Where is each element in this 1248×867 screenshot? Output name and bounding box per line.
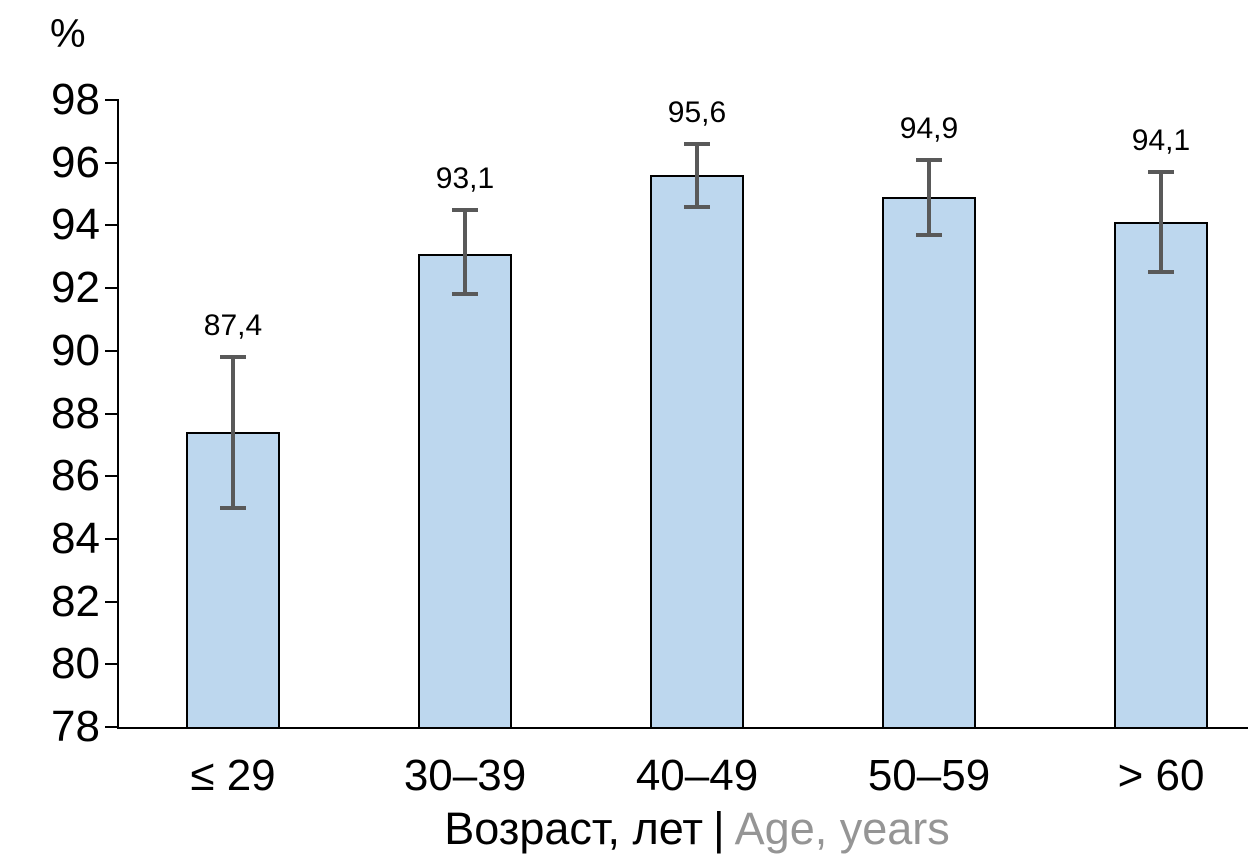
y-tick-mark: [105, 663, 118, 666]
error-bar-stem: [1159, 172, 1163, 273]
error-bar-cap-bottom: [916, 232, 942, 237]
bar: [418, 253, 512, 729]
value-label: 93,1: [435, 161, 495, 195]
bar: [882, 197, 976, 729]
y-tick-mark: [105, 287, 118, 290]
x-axis-title-ru: Возраст, лет: [444, 803, 703, 854]
y-tick-label: 80: [51, 639, 100, 689]
error-bar-cap-bottom: [684, 204, 710, 209]
error-bar-cap-top: [452, 207, 478, 212]
value-label: 95,6: [667, 95, 727, 129]
y-tick-mark: [105, 537, 118, 540]
value-label: 94,9: [899, 111, 959, 145]
error-bar-stem: [695, 143, 699, 207]
x-axis-title: Возраст, лет | Age, years: [117, 804, 1248, 854]
y-tick-mark: [105, 349, 118, 352]
bar: [1114, 222, 1208, 729]
error-bar-cap-top: [220, 355, 246, 360]
y-tick-mark: [105, 161, 118, 164]
y-tick-mark: [105, 412, 118, 415]
x-axis-title-separator: |: [712, 803, 725, 854]
y-tick-label: 84: [51, 513, 100, 563]
error-bar-cap-bottom: [220, 505, 246, 510]
error-bar-stem: [463, 209, 467, 295]
y-tick-label: 88: [51, 388, 100, 438]
y-tick-mark: [105, 600, 118, 603]
error-bar-stem: [231, 357, 235, 508]
value-label: 94,1: [1131, 124, 1191, 158]
y-tick-mark: [105, 224, 118, 227]
y-tick-label: 78: [51, 702, 100, 751]
x-tick-label: 40–49: [635, 751, 759, 800]
bar: [186, 432, 280, 729]
y-axis-unit-label: %: [50, 12, 86, 56]
error-bar-cap-bottom: [452, 292, 478, 297]
y-tick-label: 86: [51, 451, 100, 501]
y-tick-mark: [105, 99, 118, 101]
error-bar-stem: [927, 159, 931, 235]
y-tick-label: 98: [51, 75, 100, 124]
y-tick-mark: [105, 726, 118, 728]
y-tick-label: 96: [51, 137, 100, 187]
error-bar-cap-top: [684, 141, 710, 146]
bar: [650, 175, 744, 729]
y-tick-label: 90: [51, 325, 100, 375]
y-tick-label: 82: [51, 576, 100, 626]
x-tick-label: ≤ 29: [190, 751, 276, 800]
x-axis-title-en: Age, years: [734, 803, 950, 854]
error-bar-cap-bottom: [1148, 270, 1174, 275]
y-tick-label: 92: [51, 263, 100, 313]
x-tick-label: > 60: [1117, 751, 1205, 800]
value-label: 87,4: [203, 309, 263, 343]
y-tick-label: 94: [51, 200, 100, 250]
error-bar-cap-top: [1148, 170, 1174, 175]
x-tick-label: 50–59: [867, 751, 991, 800]
x-tick-label: 30–39: [403, 751, 527, 800]
y-tick-mark: [105, 475, 118, 478]
error-bar-cap-top: [916, 157, 942, 162]
y-axis: [117, 99, 119, 729]
